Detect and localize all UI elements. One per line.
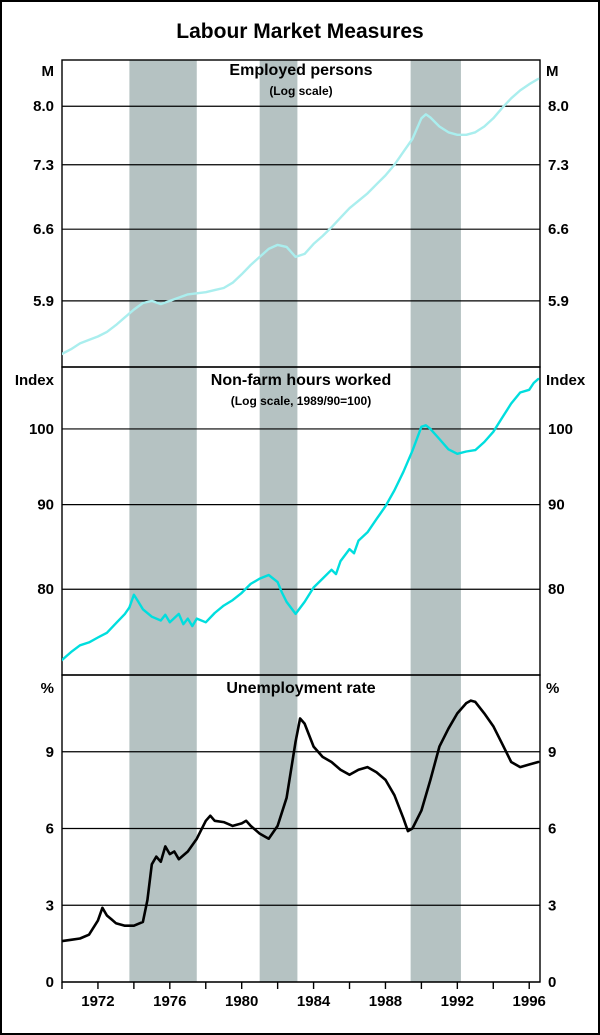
svg-text:7.3: 7.3 (548, 157, 569, 174)
svg-text:6.6: 6.6 (33, 221, 54, 238)
svg-text:8.0: 8.0 (548, 98, 569, 115)
svg-text:9: 9 (46, 744, 54, 761)
svg-text:90: 90 (37, 497, 54, 514)
svg-text:6: 6 (548, 821, 556, 838)
panel-hours-unit-left: Index (14, 372, 54, 389)
chart-title: Labour Market Measures (176, 20, 424, 43)
panel-hours-title: Non-farm hours worked (210, 372, 392, 389)
svg-text:1980: 1980 (225, 993, 258, 1010)
svg-text:3: 3 (548, 897, 556, 914)
svg-text:9: 9 (548, 744, 556, 761)
panel-unemployment-title: Unemployment rate (226, 680, 376, 697)
svg-text:80: 80 (548, 581, 565, 598)
panel-unemployment-unit-right: % (546, 680, 560, 697)
panel-employed-unit-left: M (41, 63, 55, 80)
svg-text:8.0: 8.0 (33, 98, 54, 115)
svg-text:1992: 1992 (441, 993, 474, 1010)
panel-hours-subtitle: (Log scale, 1989/90=100) (230, 394, 372, 408)
svg-text:5.9: 5.9 (548, 293, 569, 310)
panel-unemployment-unit-left: % (40, 680, 54, 697)
svg-text:6.6: 6.6 (548, 221, 569, 238)
panel-employed-unit-right: M (546, 63, 559, 80)
svg-text:90: 90 (548, 497, 565, 514)
panel-employed-subtitle: (Log scale) (269, 84, 333, 98)
svg-text:7.3: 7.3 (33, 157, 54, 174)
svg-text:1996: 1996 (513, 993, 546, 1010)
svg-text:1976: 1976 (153, 993, 186, 1010)
panel-employed-title: Employed persons (229, 62, 373, 79)
svg-text:0: 0 (548, 974, 556, 991)
svg-text:0: 0 (46, 974, 54, 991)
svg-text:80: 80 (37, 581, 54, 598)
svg-text:100: 100 (548, 421, 573, 438)
svg-text:6: 6 (46, 821, 54, 838)
svg-text:5.9: 5.9 (33, 293, 54, 310)
svg-text:1988: 1988 (369, 993, 402, 1010)
svg-text:1972: 1972 (81, 993, 114, 1010)
panel-hours-unit-right: Index (546, 372, 586, 389)
svg-text:100: 100 (29, 421, 54, 438)
svg-text:3: 3 (46, 897, 54, 914)
svg-text:1984: 1984 (297, 993, 331, 1010)
